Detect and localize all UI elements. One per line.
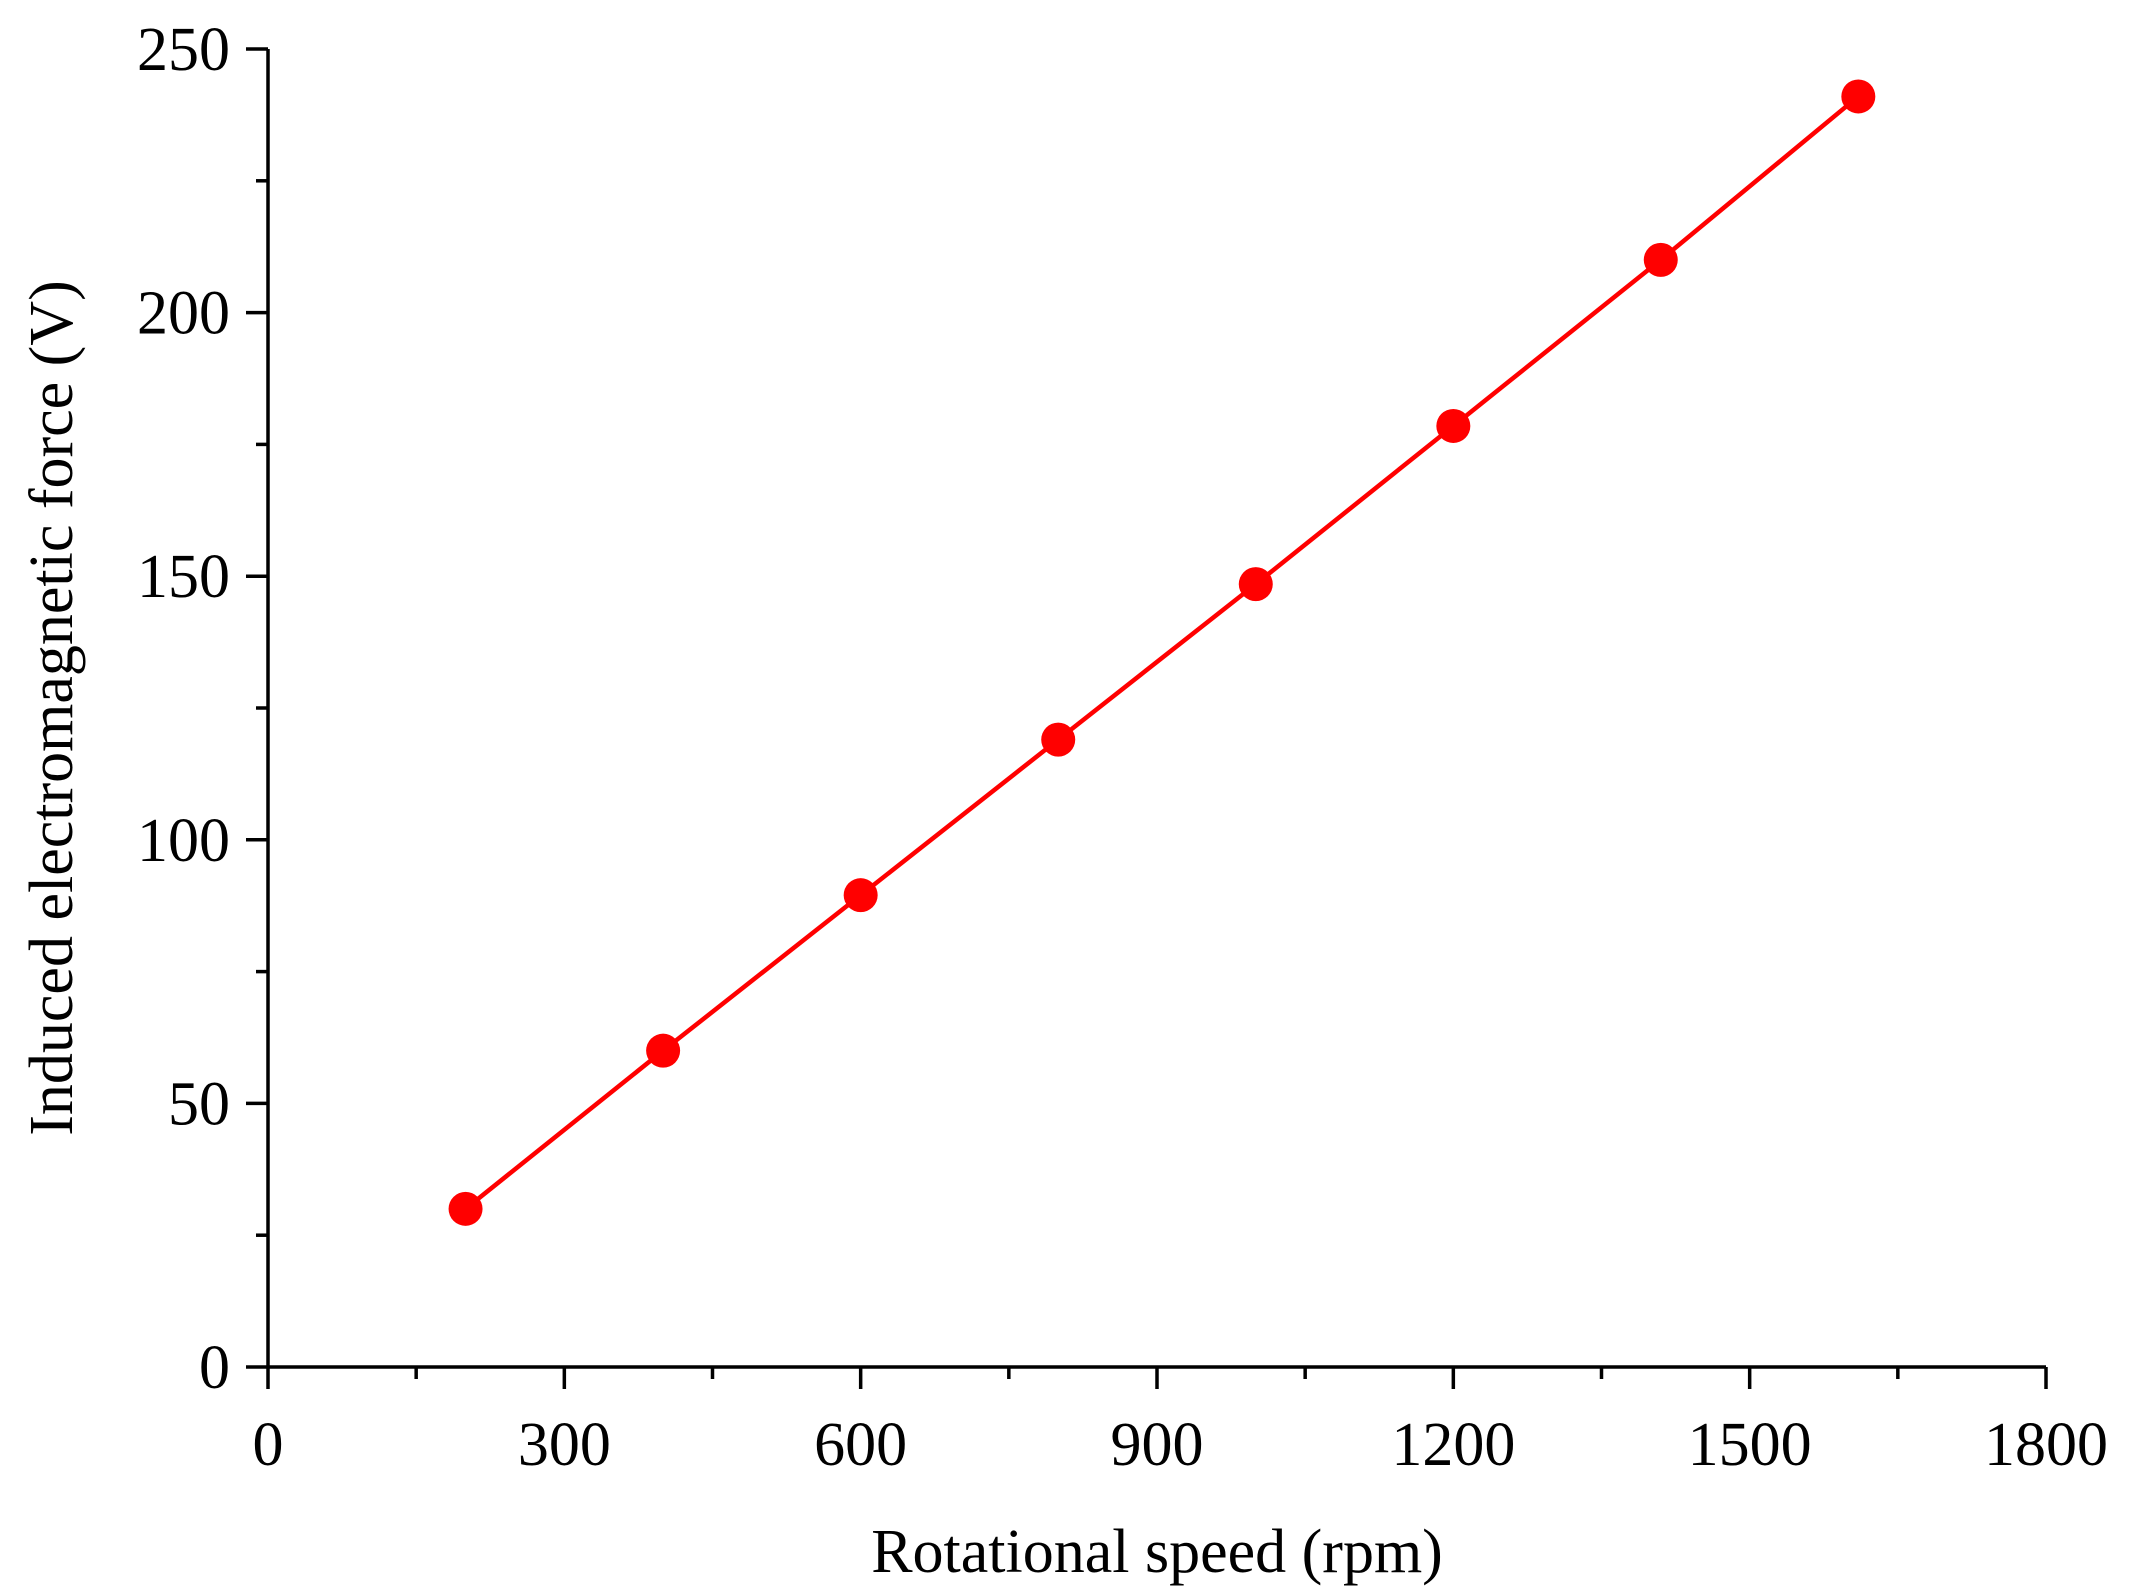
data-point [1643, 242, 1678, 277]
x-tick-label: 300 [518, 1411, 611, 1479]
y-axis-label: Induced electromagnetic force (V) [18, 280, 86, 1135]
data-point [843, 878, 878, 913]
y-tick-label: 150 [137, 543, 230, 611]
series-layer [448, 79, 1876, 1226]
y-tick-label: 250 [137, 16, 230, 84]
y-tick-label: 100 [137, 807, 230, 875]
data-point [1041, 722, 1076, 757]
series-line [464, 94, 1860, 1211]
x-axis-label: Rotational speed (rpm) [871, 1518, 1443, 1586]
x-tick-label: 1800 [1984, 1411, 2108, 1479]
data-point [1436, 408, 1471, 443]
x-tick-label: 0 [253, 1411, 284, 1479]
x-tick-label: 1200 [1391, 1411, 1515, 1479]
x-tick-label: 1500 [1688, 1411, 1812, 1479]
y-tick-label: 50 [168, 1070, 230, 1138]
y-axis-ticks: 0 50 100 150 200 250 [137, 16, 268, 1402]
data-point [1238, 567, 1273, 602]
x-tick-label: 900 [1111, 1411, 1204, 1479]
data-point [448, 1191, 483, 1226]
y-tick-label: 200 [137, 280, 230, 348]
data-point [1841, 79, 1876, 114]
y-tick-label: 0 [199, 1334, 230, 1402]
x-tick-label: 600 [814, 1411, 907, 1479]
plot-area: 0 300 600 900 1200 1500 1800 0 50 100 150 200 250 [137, 16, 2108, 1479]
data-point [646, 1033, 681, 1068]
x-axis-ticks: 0 300 600 900 1200 1500 1800 [253, 1367, 2108, 1479]
